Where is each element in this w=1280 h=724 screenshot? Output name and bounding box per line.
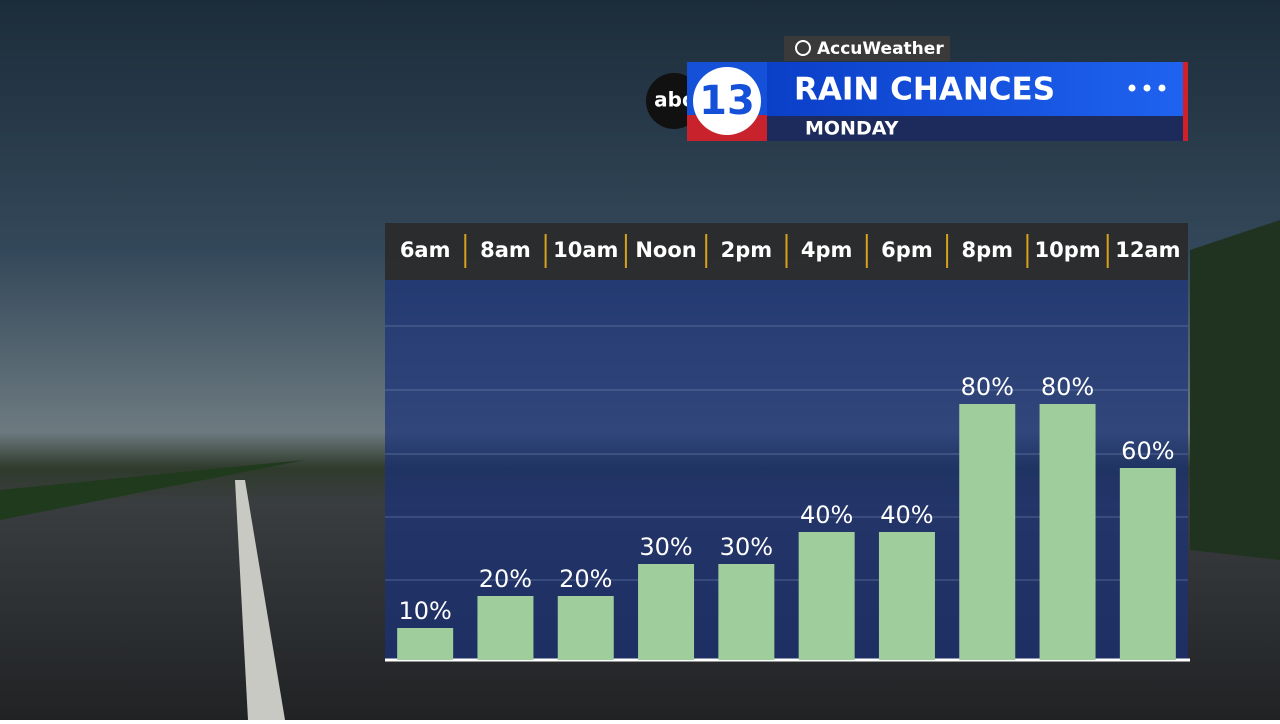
bar <box>718 564 775 660</box>
x-tick-label: 6pm <box>881 238 933 262</box>
x-tick-label: 10pm <box>1034 238 1100 262</box>
x-tick-label: Noon <box>635 238 696 262</box>
title-bar <box>767 62 1188 116</box>
x-tick-label: 8pm <box>961 238 1013 262</box>
value-label: 30% <box>639 533 692 561</box>
value-label: 20% <box>559 565 612 593</box>
provider: AccuWeather <box>817 39 944 59</box>
bar <box>878 532 935 660</box>
bar <box>798 532 855 660</box>
sun-icon <box>795 40 811 56</box>
value-label: 10% <box>398 597 451 625</box>
channel-circle <box>693 67 761 135</box>
bar <box>477 596 534 660</box>
value-label: 30% <box>720 533 773 561</box>
x-tick-label: 6am <box>400 238 451 262</box>
subtitle-bar <box>767 116 1183 141</box>
channel: 13 <box>699 78 755 124</box>
menu-dot <box>1128 84 1136 92</box>
x-tick-label: 4pm <box>801 238 853 262</box>
bar <box>1039 404 1096 660</box>
x-tick-label: 2pm <box>721 238 773 262</box>
value-label: 20% <box>479 565 532 593</box>
bar <box>638 564 695 660</box>
x-tick-label: 12am <box>1115 238 1180 262</box>
bar <box>557 596 614 660</box>
value-label: 40% <box>800 501 853 529</box>
road-line <box>235 480 285 720</box>
trees <box>1190 220 1280 560</box>
provider-box <box>784 36 950 61</box>
x-tick-label: 10am <box>553 238 618 262</box>
chart-title: RAIN CHANCES <box>794 72 1055 108</box>
bar <box>1119 468 1176 660</box>
x-tick-label: 8am <box>480 238 531 262</box>
value-label: 60% <box>1121 437 1174 465</box>
menu-dot <box>1158 84 1166 92</box>
trees <box>0 460 305 520</box>
bar <box>959 404 1016 660</box>
accent <box>1183 62 1188 141</box>
value-label: 80% <box>1041 373 1094 401</box>
menu-dot <box>1143 84 1151 92</box>
chart-subtitle: MONDAY <box>805 118 899 140</box>
bar <box>397 628 454 660</box>
value-label: 40% <box>880 501 933 529</box>
value-label: 80% <box>961 373 1014 401</box>
